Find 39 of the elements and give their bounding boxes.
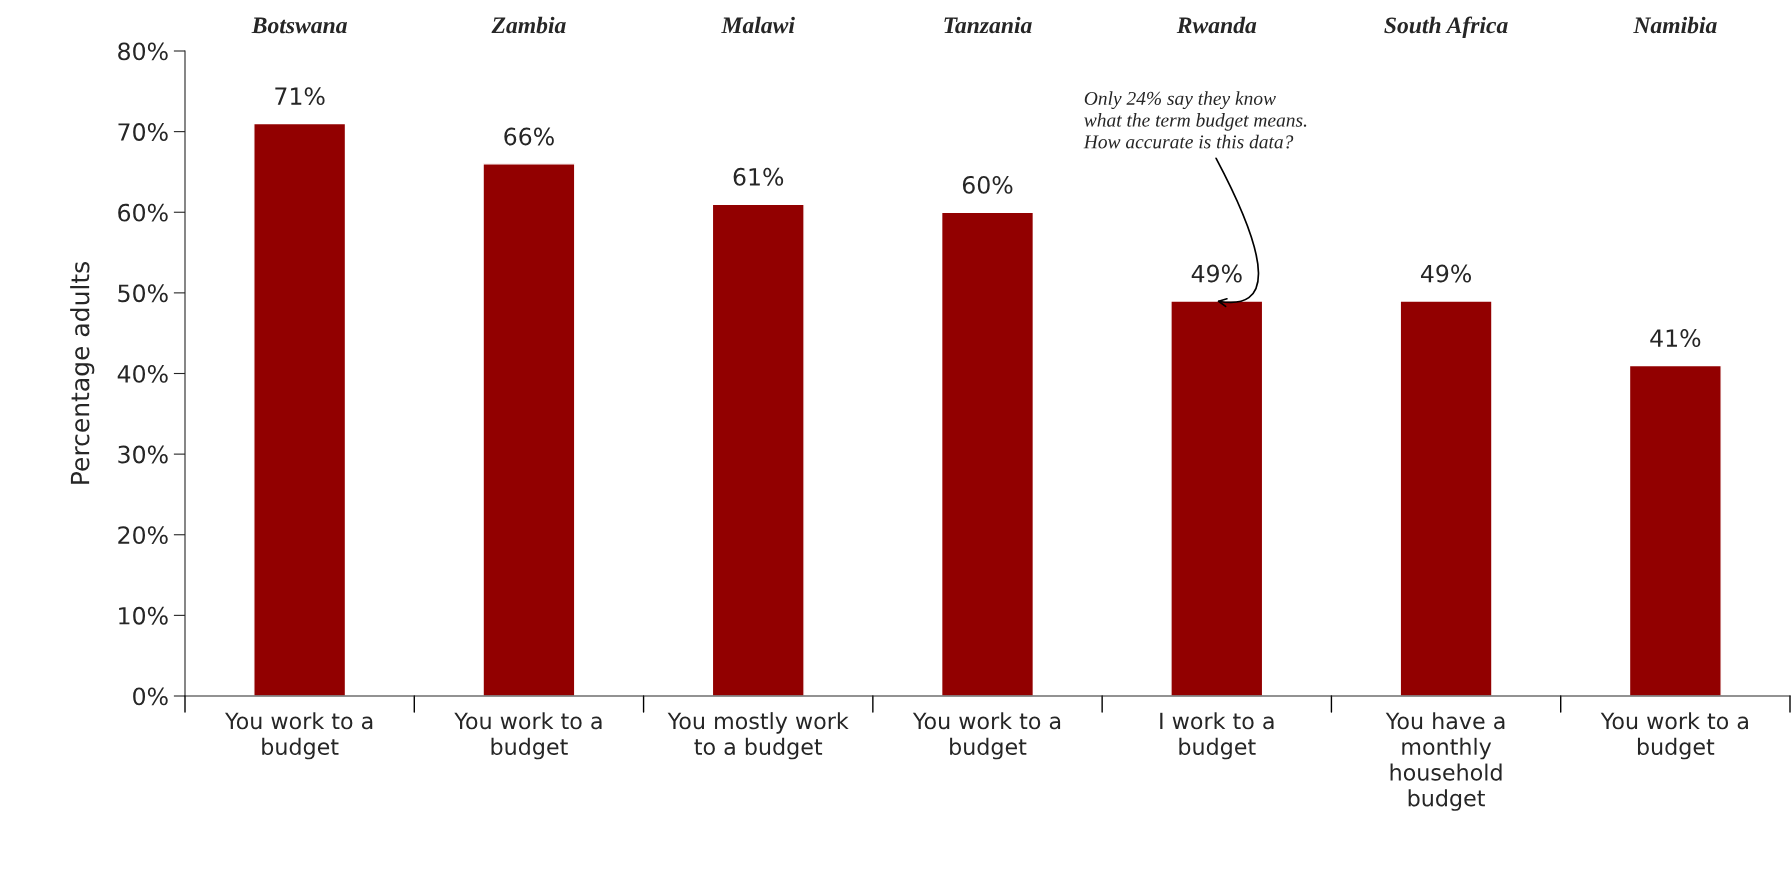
text: Namibia bbox=[1633, 16, 1717, 34]
text: Rwanda bbox=[1176, 16, 1257, 34]
bar bbox=[1399, 300, 1493, 696]
x-tick-label: You mostly work to a budget bbox=[667, 712, 849, 760]
data-label: 61% bbox=[733, 167, 784, 186]
y-tick-label: 80% bbox=[118, 42, 168, 61]
data-label: 71% bbox=[275, 87, 325, 106]
x-tick-label: You work to a budget bbox=[1600, 712, 1748, 760]
x-tick-label: You work to a budget bbox=[225, 712, 373, 760]
x-tick-label: You work to a budget bbox=[912, 712, 1061, 760]
data-label: 66% bbox=[504, 127, 554, 146]
data-label: 49% bbox=[1191, 264, 1242, 283]
y-axis-title: Percentage adults bbox=[70, 262, 95, 484]
bar bbox=[1628, 364, 1722, 696]
y-tick-label: 50% bbox=[118, 284, 168, 303]
y-tick-label: 30% bbox=[118, 445, 168, 464]
bar bbox=[1170, 300, 1264, 696]
data-label: 41% bbox=[1650, 329, 1701, 347]
bar bbox=[253, 122, 347, 696]
x-tick-label: I work to a budget bbox=[1160, 712, 1274, 760]
text: Zambia bbox=[491, 16, 566, 34]
annotation: Only 24% say they know what the term budget means. How accurate is this data? bbox=[1083, 91, 1307, 149]
bar bbox=[482, 163, 576, 696]
bar bbox=[711, 203, 805, 696]
text: South Africa bbox=[1384, 16, 1508, 39]
y-tick-label: 0% bbox=[133, 687, 168, 706]
text: Tanzania bbox=[944, 16, 1032, 34]
y-tick-label: 10% bbox=[119, 606, 168, 625]
y-tick-label: 60% bbox=[118, 203, 168, 222]
y-tick-label: 70% bbox=[118, 123, 168, 141]
y-tick-label: 20% bbox=[118, 526, 168, 545]
x-tick-label: You have a monthly household budget bbox=[1385, 712, 1505, 811]
text: Botswana bbox=[251, 17, 347, 34]
data-label: 49% bbox=[1420, 264, 1472, 283]
data-label: 60% bbox=[962, 175, 1013, 194]
y-tick-label: 40% bbox=[117, 364, 168, 383]
x-tick-label: You work to a budget bbox=[454, 712, 602, 760]
text: Malawi bbox=[721, 16, 795, 34]
bar bbox=[940, 211, 1035, 696]
